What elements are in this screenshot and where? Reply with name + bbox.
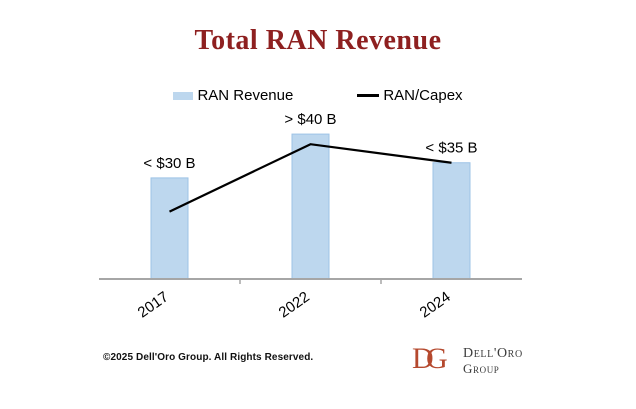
logo-name-line2: Group — [463, 360, 500, 376]
monogram-letter-D: D — [412, 344, 434, 374]
data-label-2022: > $40 B — [284, 111, 336, 128]
data-label-2017: < $30 B — [143, 155, 195, 172]
chart-legend: RAN Revenue RAN/Capex — [0, 87, 636, 104]
x-axis-label-2022: 2022 — [276, 288, 313, 321]
bar-2017 — [150, 177, 189, 280]
legend-label-ran-revenue: RAN Revenue — [197, 87, 294, 104]
bar-swatch-icon — [173, 91, 194, 100]
legend-item-ran-revenue: RAN Revenue — [173, 87, 293, 104]
line-swatch-icon — [357, 94, 380, 97]
x-axis-label-2017: 2017 — [135, 288, 172, 321]
monogram-letter-G: G — [426, 344, 448, 374]
logo-name-line1: Dell'Oro — [463, 346, 523, 361]
delloro-monogram-icon: DG — [412, 344, 448, 374]
bar-2024 — [432, 162, 471, 280]
legend-label-ran-capex: RAN/Capex — [383, 87, 463, 104]
ran-capex-line — [169, 143, 452, 213]
delloro-logo-text: Dell'Oro Group — [463, 344, 523, 376]
chart-plot: < $30 B > $40 B < $35 B 2017 2022 2024 — [99, 111, 522, 321]
bar-2022 — [291, 133, 330, 280]
chart-title: Total RAN Revenue — [194, 25, 442, 56]
x-axis-label-2024: 2024 — [417, 288, 454, 321]
legend-item-ran-capex: RAN/Capex — [357, 87, 463, 104]
data-label-2024: < $35 B — [425, 140, 477, 157]
copyright-text: ©2025 Dell'Oro Group. All Rights Reserve… — [103, 352, 314, 363]
